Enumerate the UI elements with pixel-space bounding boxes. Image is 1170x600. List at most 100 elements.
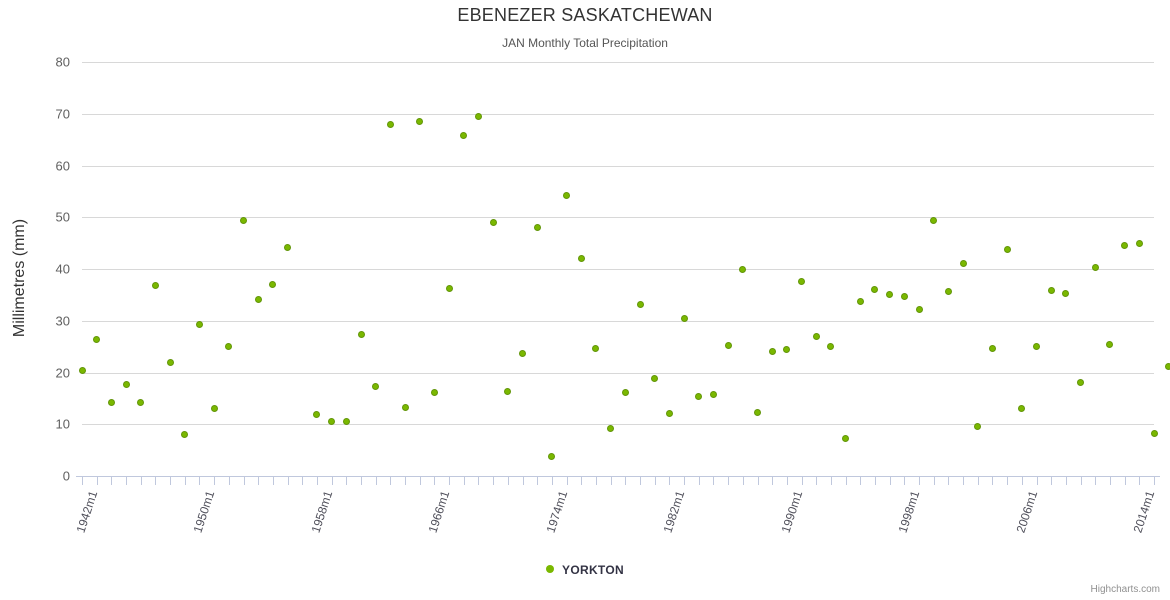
data-point[interactable]: [1150, 429, 1158, 437]
data-point[interactable]: [827, 342, 835, 350]
data-point[interactable]: [988, 344, 996, 352]
data-point[interactable]: [372, 382, 380, 390]
data-point[interactable]: [284, 243, 292, 251]
x-tick: [1065, 477, 1067, 485]
data-point[interactable]: [548, 452, 556, 460]
data-point[interactable]: [1077, 378, 1085, 386]
data-point[interactable]: [842, 435, 850, 443]
data-point[interactable]: [195, 320, 203, 328]
data-point[interactable]: [416, 118, 424, 125]
data-point[interactable]: [871, 286, 879, 294]
data-point[interactable]: [680, 314, 688, 322]
data-point[interactable]: [93, 336, 101, 344]
data-point[interactable]: [137, 399, 145, 406]
data-point[interactable]: [592, 345, 600, 353]
data-point[interactable]: [1165, 363, 1170, 371]
data-point[interactable]: [460, 131, 468, 139]
x-tick: [214, 477, 216, 485]
x-tick: [272, 477, 274, 485]
data-point[interactable]: [1106, 341, 1114, 349]
gridline: [82, 62, 1154, 63]
x-tick: [243, 477, 245, 485]
data-point[interactable]: [754, 408, 761, 416]
data-point[interactable]: [695, 393, 703, 401]
x-tick: [625, 477, 627, 485]
data-point[interactable]: [636, 300, 644, 308]
data-point[interactable]: [328, 418, 336, 426]
data-point[interactable]: [357, 330, 365, 338]
x-tick: [801, 477, 803, 485]
data-point[interactable]: [342, 417, 350, 425]
data-point[interactable]: [709, 390, 717, 398]
data-point[interactable]: [1062, 290, 1070, 298]
data-point[interactable]: [563, 192, 571, 199]
x-tick: [1021, 477, 1023, 485]
data-point[interactable]: [151, 282, 159, 290]
data-point[interactable]: [533, 223, 541, 231]
data-point[interactable]: [812, 333, 820, 341]
legend-item-label: YORKTON: [562, 562, 624, 577]
data-point[interactable]: [1047, 287, 1055, 295]
data-point[interactable]: [445, 285, 453, 293]
data-point[interactable]: [856, 298, 864, 306]
y-tick-label: 70: [55, 106, 70, 122]
data-point[interactable]: [313, 410, 321, 418]
gridline: [82, 320, 1154, 322]
data-point[interactable]: [783, 345, 791, 353]
y-tick-label: 60: [55, 158, 70, 173]
y-tick-label: 0: [62, 468, 70, 484]
data-point[interactable]: [386, 120, 394, 128]
data-point[interactable]: [519, 350, 527, 358]
data-point[interactable]: [724, 342, 732, 350]
data-point[interactable]: [401, 404, 409, 412]
data-point[interactable]: [181, 431, 189, 439]
data-point[interactable]: [1018, 405, 1026, 413]
data-point[interactable]: [768, 348, 776, 356]
data-point[interactable]: [225, 343, 233, 351]
x-tick: [507, 477, 509, 485]
x-tick-label: 1990m1: [778, 489, 806, 535]
data-point[interactable]: [900, 292, 908, 300]
legend-item-yorkton[interactable]: YORKTON: [546, 562, 624, 577]
data-point[interactable]: [430, 389, 438, 397]
data-point[interactable]: [489, 219, 497, 227]
x-tick-label: 1966m1: [426, 489, 453, 535]
data-point[interactable]: [577, 254, 585, 262]
data-point[interactable]: [665, 409, 673, 417]
x-tick-label: 1998m1: [895, 489, 923, 535]
data-point[interactable]: [651, 374, 659, 382]
gridline: [82, 269, 1154, 270]
x-tick: [478, 477, 480, 485]
data-point[interactable]: [974, 422, 982, 430]
x-tick-label: 1982m1: [660, 489, 688, 535]
data-point[interactable]: [798, 278, 806, 286]
x-tick: [390, 477, 392, 485]
data-point[interactable]: [1121, 241, 1129, 249]
data-point[interactable]: [1033, 343, 1041, 351]
data-point[interactable]: [1135, 240, 1143, 248]
data-point[interactable]: [210, 404, 218, 412]
data-point[interactable]: [240, 217, 248, 225]
data-point[interactable]: [607, 424, 615, 432]
data-point[interactable]: [959, 259, 967, 267]
data-point[interactable]: [1091, 264, 1099, 272]
data-point[interactable]: [504, 388, 512, 396]
data-point[interactable]: [944, 288, 952, 296]
data-point[interactable]: [474, 113, 482, 121]
x-tick: [904, 477, 906, 485]
x-tick: [1051, 477, 1053, 485]
data-point[interactable]: [886, 291, 894, 299]
gridline: [82, 424, 1154, 426]
data-point[interactable]: [1003, 246, 1011, 254]
data-point[interactable]: [254, 295, 262, 303]
data-point[interactable]: [122, 381, 130, 389]
data-point[interactable]: [107, 399, 115, 406]
data-point[interactable]: [166, 359, 174, 367]
data-point[interactable]: [269, 281, 277, 289]
x-tick: [948, 477, 950, 485]
data-point[interactable]: [621, 389, 629, 397]
data-point[interactable]: [78, 366, 86, 374]
data-point[interactable]: [915, 305, 923, 313]
data-point[interactable]: [739, 266, 747, 274]
data-point[interactable]: [930, 217, 938, 225]
